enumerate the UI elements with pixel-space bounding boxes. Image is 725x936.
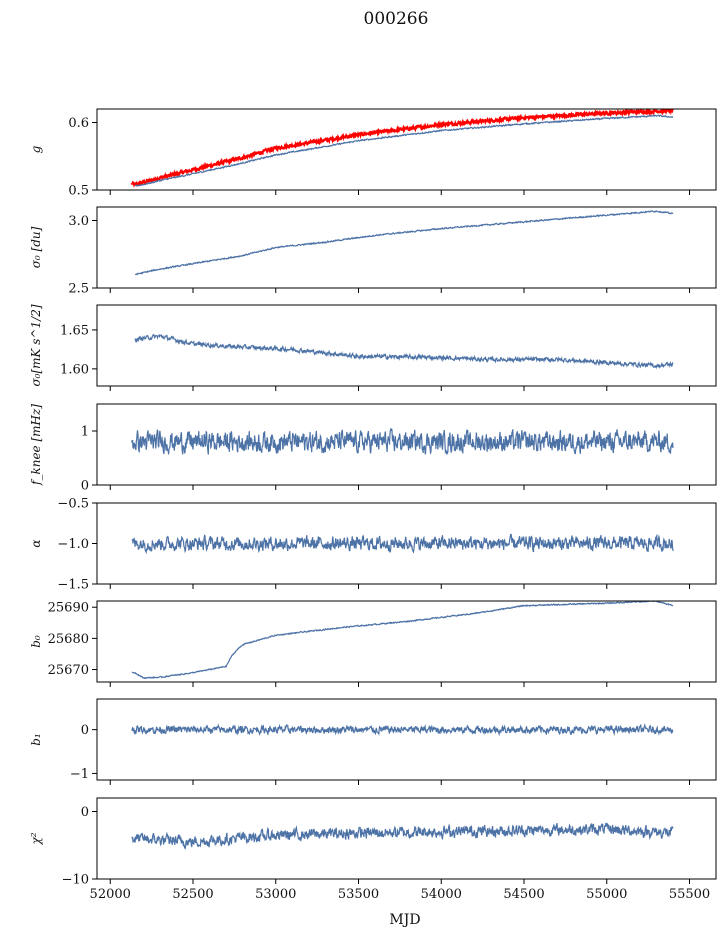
- y-axis-label-1: g: [29, 145, 43, 153]
- axes-frame-8: [96, 797, 717, 880]
- x-axis-label: MJD: [389, 912, 420, 928]
- x-tick-label-5: 54000: [421, 887, 462, 902]
- figure-title: 000266: [364, 9, 429, 29]
- series-line-1-1: [130, 109, 674, 188]
- y-tick-label-3-1: 1.60: [60, 362, 89, 377]
- panel-2: 2.5 3.0 σ₀ [du]: [29, 206, 717, 297]
- y-tick-label-5-3: −0.5: [57, 497, 89, 512]
- y-axis-label-2: σ₀ [du]: [29, 226, 43, 268]
- y-tick-label-8-1: −10: [62, 873, 89, 888]
- axes-frame-6: [96, 600, 717, 683]
- series-line-3-1: [134, 333, 674, 370]
- y-tick-label-1-1: 0.5: [68, 184, 89, 199]
- panel-6: 25670 25680 25690 b₀: [29, 600, 717, 687]
- panel-5: −1.5 −1.0 −0.5 α: [29, 497, 717, 593]
- y-axis-label-6: b₀: [29, 635, 43, 648]
- series-line-8-1: [131, 822, 674, 850]
- y-tick-label-7-2: 0: [81, 723, 89, 738]
- axes-frame-7: [96, 698, 717, 781]
- x-tick-label-6: 54500: [503, 887, 544, 902]
- axes-frame-4: [96, 403, 717, 486]
- x-tick-label-1: 52000: [90, 887, 131, 902]
- axes-frame-3: [96, 304, 717, 387]
- series-line-7-1: [131, 723, 674, 737]
- series-line-5-1: [131, 533, 674, 555]
- panel-1: 0.5 0.6 g: [29, 108, 717, 199]
- y-axis-label-7: b₁: [29, 733, 43, 746]
- x-tick-label-3: 53000: [255, 887, 296, 902]
- x-tick-label-8: 55500: [669, 887, 710, 902]
- series-line-6-1: [131, 601, 674, 680]
- y-tick-label-3-2: 1.65: [60, 323, 89, 338]
- y-tick-label-6-1: 25670: [48, 663, 89, 678]
- y-tick-label-7-1: −1: [70, 767, 89, 782]
- y-tick-label-5-1: −1.5: [57, 578, 89, 593]
- x-tick-label-4: 53500: [338, 887, 379, 902]
- y-axis-label-8: χ²: [29, 832, 43, 845]
- y-axis-label-3: σ₀[mK s^1/2]: [29, 304, 43, 386]
- x-tick-label-7: 55000: [586, 887, 627, 902]
- panel-8: −10 0 52000 52500 53000 53500 54000 54500 55000 5…: [29, 797, 717, 902]
- y-tick-label-1-2: 0.6: [68, 116, 89, 131]
- series-line-2-1: [134, 210, 674, 276]
- x-tick-label-2: 52500: [172, 887, 213, 902]
- y-tick-label-4-2: 1: [81, 425, 89, 440]
- y-tick-label-6-3: 25690: [48, 601, 89, 616]
- panel-3: 1.60 1.65 σ₀[mK s^1/2]: [29, 304, 717, 391]
- series-line-4-1: [131, 427, 674, 455]
- y-axis-label-5: α: [29, 539, 43, 547]
- panel-4: 0 1 f_knee [mHz]: [29, 403, 717, 494]
- y-axis-label-4: f_knee [mHz]: [29, 404, 43, 486]
- y-tick-label-4-1: 0: [81, 479, 89, 494]
- panels: 0.5 0.6 g 2.5 3.0 σ₀ [du] 1.60 1.65 σ₀[mK s^1/2]…: [29, 108, 717, 902]
- y-tick-label-2-2: 3.0: [68, 214, 89, 229]
- series-line-1-2: [134, 114, 674, 187]
- y-tick-label-6-2: 25680: [48, 632, 89, 647]
- y-tick-label-2-1: 2.5: [68, 282, 89, 297]
- axes-frame-2: [96, 206, 717, 289]
- axes-frame-1: [96, 108, 717, 191]
- y-tick-label-5-2: −1.0: [57, 537, 89, 552]
- panel-7: −1 0 b₁: [29, 698, 717, 785]
- y-tick-label-8-2: 0: [81, 805, 89, 820]
